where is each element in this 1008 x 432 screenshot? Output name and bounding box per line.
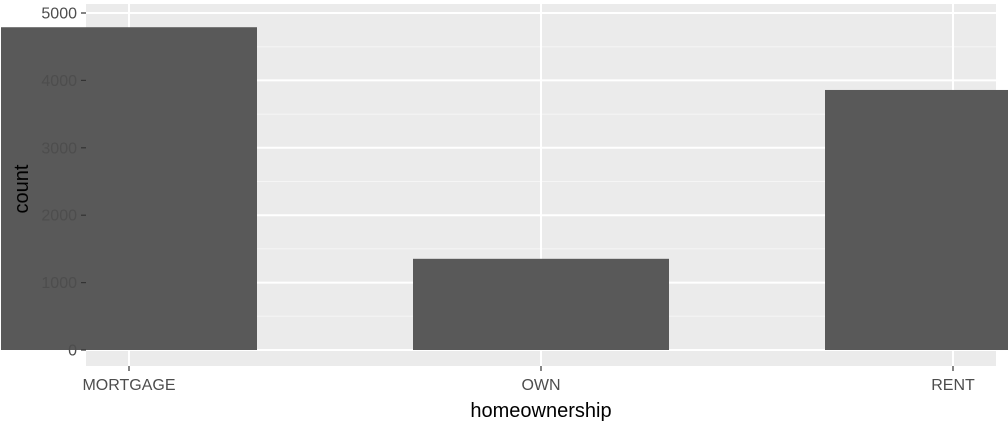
y-axis: 0 1000 2000 3000 4000 5000 <box>41 6 86 360</box>
y-tick-label: 3000 <box>41 140 77 157</box>
x-tick-label: RENT <box>931 377 975 394</box>
x-tick-label: MORTGAGE <box>82 377 175 394</box>
y-tick-label: 1000 <box>41 275 77 292</box>
x-axis: MORTGAGE OWN RENT <box>82 366 975 394</box>
bar-mortgage <box>1 27 257 350</box>
y-tick-label: 2000 <box>41 208 77 225</box>
y-axis-title: count <box>11 164 33 213</box>
y-tick-label: 5000 <box>41 6 77 23</box>
bars <box>1 27 1008 351</box>
y-tick-label: 4000 <box>41 73 77 90</box>
x-axis-title: homeownership <box>470 400 611 422</box>
bar-rent <box>825 89 1008 351</box>
x-tick-label: OWN <box>521 377 560 394</box>
bar-own <box>413 258 669 350</box>
y-tick-label: 0 <box>68 343 77 360</box>
